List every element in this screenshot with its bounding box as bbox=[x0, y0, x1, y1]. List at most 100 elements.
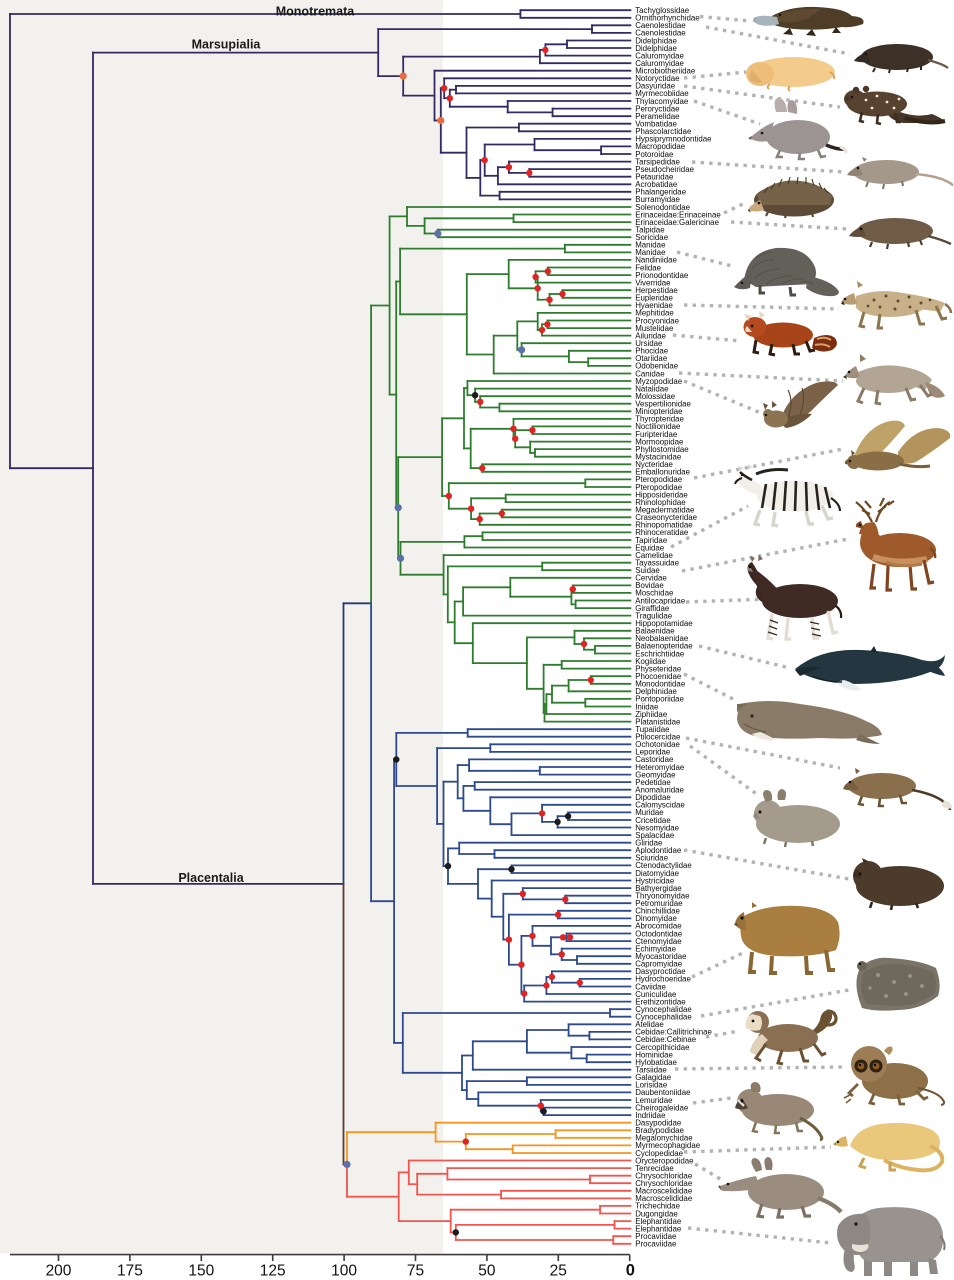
svg-text:Tapiridae: Tapiridae bbox=[635, 536, 668, 545]
svg-text:Placentalia: Placentalia bbox=[178, 871, 244, 885]
svg-text:Natalidae: Natalidae bbox=[635, 384, 669, 393]
svg-text:Diatomyidae: Diatomyidae bbox=[635, 869, 679, 878]
svg-text:Marsupialia: Marsupialia bbox=[192, 38, 262, 52]
svg-text:Ctenomyidae: Ctenomyidae bbox=[635, 937, 682, 946]
svg-text:Cuniculidae: Cuniculidae bbox=[635, 990, 677, 999]
svg-text:Atelidae: Atelidae bbox=[635, 1020, 664, 1029]
svg-text:Balaenidae: Balaenidae bbox=[635, 627, 675, 636]
svg-text:Caluromyidae: Caluromyidae bbox=[635, 59, 684, 68]
svg-text:Castoridae: Castoridae bbox=[635, 755, 674, 764]
svg-text:Dasypodidae: Dasypodidae bbox=[635, 1119, 682, 1128]
svg-text:Erethizontidae: Erethizontidae bbox=[635, 997, 686, 1006]
svg-text:Felidae: Felidae bbox=[635, 263, 661, 272]
svg-text:Chinchillidae: Chinchillidae bbox=[635, 907, 680, 916]
svg-text:Echimyidae: Echimyidae bbox=[635, 944, 676, 953]
svg-text:Phocidae: Phocidae bbox=[635, 347, 669, 356]
svg-text:Dasyproctidae: Dasyproctidae bbox=[635, 967, 686, 976]
svg-text:Manidae: Manidae bbox=[635, 241, 666, 250]
svg-text:150: 150 bbox=[188, 1263, 214, 1280]
svg-text:Chrysochloridae: Chrysochloridae bbox=[635, 1179, 693, 1188]
svg-text:Viverridae: Viverridae bbox=[635, 278, 671, 287]
svg-text:Capromyidae: Capromyidae bbox=[635, 960, 683, 969]
svg-text:Procyonidae: Procyonidae bbox=[635, 316, 679, 325]
svg-text:Tarsipedidae: Tarsipedidae bbox=[635, 157, 680, 166]
svg-text:Didelphidae: Didelphidae bbox=[635, 44, 677, 53]
svg-text:Galagidae: Galagidae bbox=[635, 1073, 672, 1082]
svg-text:Didelphidae: Didelphidae bbox=[635, 36, 677, 45]
svg-text:Hipposideridae: Hipposideridae bbox=[635, 490, 688, 499]
svg-text:Trichechidae: Trichechidae bbox=[635, 1202, 680, 1211]
svg-text:Nycteridae: Nycteridae bbox=[635, 460, 673, 469]
svg-text:Tupaiidae: Tupaiidae bbox=[635, 725, 670, 734]
svg-text:Herpestidae: Herpestidae bbox=[635, 286, 678, 295]
svg-text:Cynocephalidae: Cynocephalidae bbox=[635, 1005, 692, 1014]
svg-text:Noctilionidae: Noctilionidae bbox=[635, 422, 681, 431]
svg-text:175: 175 bbox=[117, 1263, 143, 1280]
svg-text:Cynocephalidae: Cynocephalidae bbox=[635, 1013, 692, 1022]
svg-text:Hylobatidae: Hylobatidae bbox=[635, 1058, 677, 1067]
svg-text:Physeteridae: Physeteridae bbox=[635, 664, 682, 673]
svg-text:Neobalaenidae: Neobalaenidae bbox=[635, 634, 689, 643]
svg-text:Sciuridae: Sciuridae bbox=[635, 854, 669, 863]
svg-text:Suidae: Suidae bbox=[635, 566, 660, 575]
svg-text:Muridae: Muridae bbox=[635, 808, 664, 817]
svg-text:Gliridae: Gliridae bbox=[635, 839, 663, 848]
svg-text:Ochotonidae: Ochotonidae bbox=[635, 740, 680, 749]
svg-text:Calomyscidae: Calomyscidae bbox=[635, 801, 685, 810]
svg-text:Peramelidae: Peramelidae bbox=[635, 112, 680, 121]
svg-text:Kogiidae: Kogiidae bbox=[635, 657, 666, 666]
svg-text:Thyropteridae: Thyropteridae bbox=[635, 415, 684, 424]
svg-text:Bovidae: Bovidae bbox=[635, 581, 664, 590]
svg-text:Dinomyidae: Dinomyidae bbox=[635, 914, 677, 923]
svg-text:Acrobatidae: Acrobatidae bbox=[635, 180, 678, 189]
svg-text:Rhinopomatidae: Rhinopomatidae bbox=[635, 521, 693, 530]
svg-text:Phascolarctidae: Phascolarctidae bbox=[635, 127, 692, 136]
svg-text:Anomaluridae: Anomaluridae bbox=[635, 786, 684, 795]
svg-text:0: 0 bbox=[626, 1262, 635, 1280]
svg-text:Craseonycteridae: Craseonycteridae bbox=[635, 513, 697, 522]
svg-text:Cricetidae: Cricetidae bbox=[635, 816, 671, 825]
svg-text:Thryonomyidae: Thryonomyidae bbox=[635, 892, 690, 901]
svg-text:Macroscelididae: Macroscelididae bbox=[635, 1187, 693, 1196]
svg-text:Talpidae: Talpidae bbox=[635, 226, 665, 235]
svg-text:Megalonychidae: Megalonychidae bbox=[635, 1134, 693, 1143]
svg-text:Elephantidae: Elephantidae bbox=[635, 1224, 682, 1233]
svg-text:Caenolestidae: Caenolestidae bbox=[635, 29, 686, 38]
svg-text:Caviidae: Caviidae bbox=[635, 982, 666, 991]
svg-text:Macroscelididae: Macroscelididae bbox=[635, 1194, 693, 1203]
svg-text:Megadermatidae: Megadermatidae bbox=[635, 506, 695, 515]
svg-text:Ziphiidae: Ziphiidae bbox=[635, 710, 668, 719]
svg-text:Tachyglossidae: Tachyglossidae bbox=[635, 6, 690, 15]
svg-text:Platanistidae: Platanistidae bbox=[635, 717, 681, 726]
svg-text:Vombatidae: Vombatidae bbox=[635, 120, 677, 129]
svg-text:Cebidae:Cebinae: Cebidae:Cebinae bbox=[635, 1035, 697, 1044]
svg-text:Lemuridae: Lemuridae bbox=[635, 1096, 673, 1105]
svg-text:25: 25 bbox=[550, 1263, 567, 1280]
svg-text:Odobenidae: Odobenidae bbox=[635, 362, 679, 371]
svg-text:Furipteridae: Furipteridae bbox=[635, 430, 678, 439]
svg-text:Abrocomidae: Abrocomidae bbox=[635, 922, 682, 931]
svg-text:Prionodontidae: Prionodontidae bbox=[635, 271, 689, 280]
svg-text:Caluromyidae: Caluromyidae bbox=[635, 51, 684, 60]
svg-text:Otariidae: Otariidae bbox=[635, 354, 668, 363]
svg-text:Dipodidae: Dipodidae bbox=[635, 793, 671, 802]
svg-text:Pteropodidae: Pteropodidae bbox=[635, 483, 683, 492]
svg-text:50: 50 bbox=[478, 1263, 496, 1280]
svg-text:Dugongidae: Dugongidae bbox=[635, 1209, 678, 1218]
svg-text:Erinaceidae:Erinaceinae: Erinaceidae:Erinaceinae bbox=[635, 210, 721, 219]
svg-text:Miniopteridae: Miniopteridae bbox=[635, 407, 683, 416]
svg-text:Ornithorhynchidae: Ornithorhynchidae bbox=[635, 14, 700, 23]
svg-text:Indriidae: Indriidae bbox=[635, 1111, 666, 1120]
svg-text:Pedetidae: Pedetidae bbox=[635, 778, 671, 787]
svg-text:Mephitidae: Mephitidae bbox=[635, 309, 674, 318]
svg-text:Canidae: Canidae bbox=[635, 369, 665, 378]
svg-text:Myzopodidae: Myzopodidae bbox=[635, 377, 683, 386]
svg-text:Camelidae: Camelidae bbox=[635, 551, 673, 560]
svg-text:Cyclopedidae: Cyclopedidae bbox=[635, 1149, 683, 1158]
svg-text:Rhinolophidae: Rhinolophidae bbox=[635, 498, 686, 507]
svg-text:Caenolestidae: Caenolestidae bbox=[635, 21, 686, 30]
svg-text:Ptilocercidae: Ptilocercidae bbox=[635, 733, 681, 742]
svg-text:Mustelidae: Mustelidae bbox=[635, 324, 674, 333]
svg-text:Soricidae: Soricidae bbox=[635, 233, 669, 242]
svg-text:Pseudocheiridae: Pseudocheiridae bbox=[635, 165, 694, 174]
